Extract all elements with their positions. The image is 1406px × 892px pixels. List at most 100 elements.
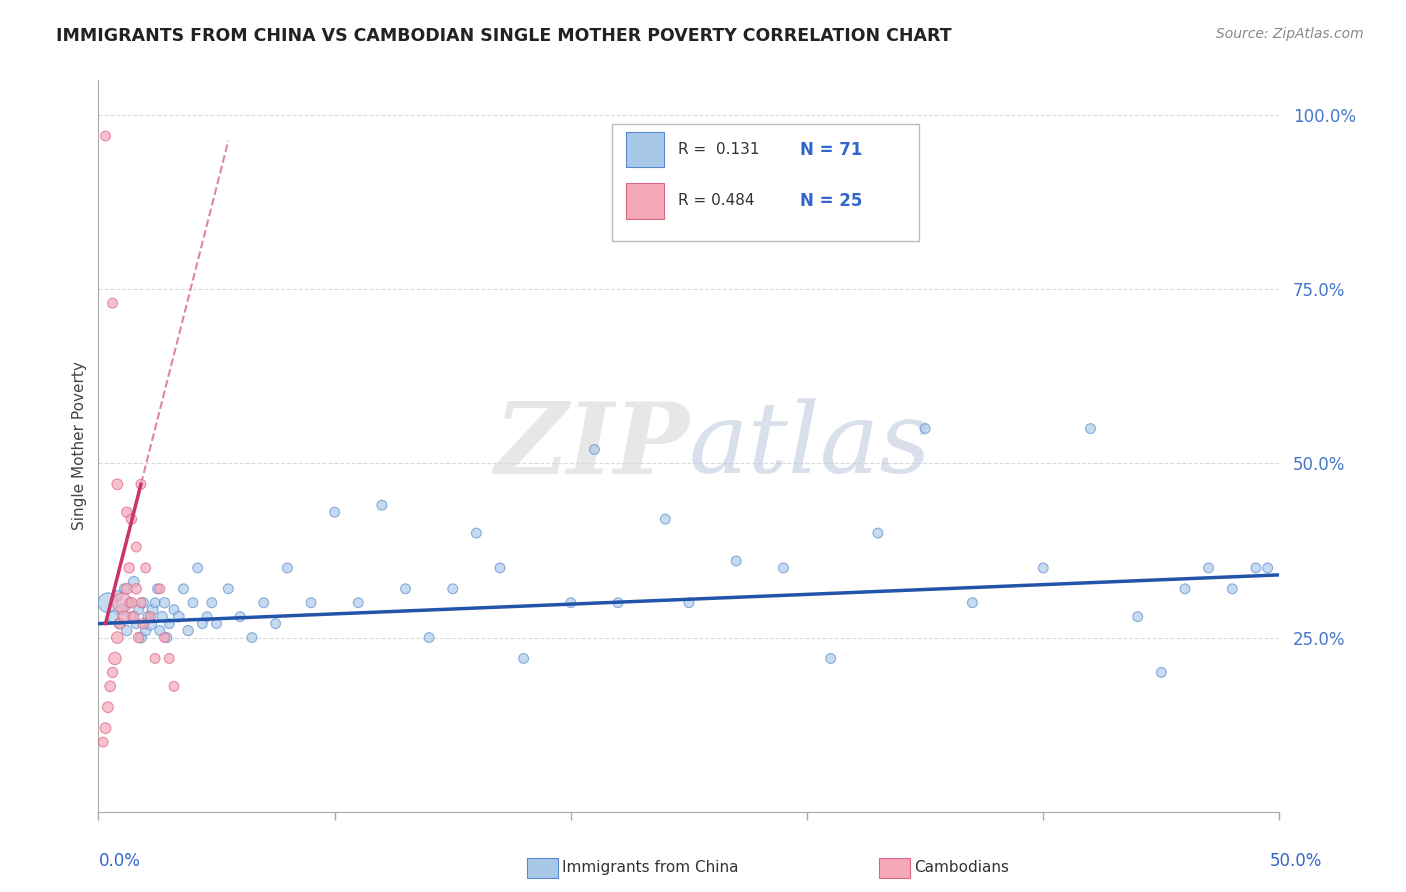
Point <box>125 616 148 631</box>
Point <box>441 582 464 596</box>
Point <box>101 665 124 680</box>
Point <box>489 561 512 575</box>
Point <box>129 477 152 491</box>
Point <box>115 582 138 596</box>
Point <box>129 596 152 610</box>
Text: Cambodians: Cambodians <box>914 861 1010 875</box>
Point <box>583 442 606 457</box>
Point <box>125 582 148 596</box>
Point <box>371 498 394 512</box>
Point <box>229 609 252 624</box>
Point <box>607 596 630 610</box>
Text: atlas: atlas <box>689 399 932 493</box>
Point <box>135 561 157 575</box>
Text: N = 25: N = 25 <box>800 192 862 210</box>
Point <box>121 596 143 610</box>
Point <box>1198 561 1220 575</box>
Point <box>560 596 582 610</box>
Point <box>163 679 186 693</box>
Text: 50.0%: 50.0% <box>1270 852 1322 870</box>
Point <box>163 603 186 617</box>
Point <box>512 651 534 665</box>
Text: N = 71: N = 71 <box>800 141 862 159</box>
Point <box>115 624 138 638</box>
Point <box>108 616 131 631</box>
Point <box>136 609 159 624</box>
Point <box>135 624 157 638</box>
Point <box>146 582 169 596</box>
Point <box>172 582 194 596</box>
Point <box>1257 561 1279 575</box>
Point <box>866 526 889 541</box>
Point <box>97 700 120 714</box>
Point <box>142 603 165 617</box>
Point <box>139 609 162 624</box>
Point <box>121 512 143 526</box>
Point <box>143 651 166 665</box>
Point <box>1244 561 1267 575</box>
Point <box>264 616 287 631</box>
Point <box>125 540 148 554</box>
Bar <box>626 132 664 168</box>
Point <box>240 631 263 645</box>
Point <box>253 596 276 610</box>
Point <box>1080 421 1102 435</box>
Bar <box>626 184 664 219</box>
FancyBboxPatch shape <box>612 124 920 241</box>
Point <box>143 596 166 610</box>
Point <box>97 596 120 610</box>
Point <box>725 554 748 568</box>
Text: 0.0%: 0.0% <box>98 852 141 870</box>
Point <box>962 596 984 610</box>
Y-axis label: Single Mother Poverty: Single Mother Poverty <box>72 361 87 531</box>
Point <box>149 624 172 638</box>
Point <box>153 596 176 610</box>
Point <box>122 574 145 589</box>
Point <box>122 609 145 624</box>
Point <box>1150 665 1173 680</box>
Point <box>101 296 124 310</box>
Point <box>678 596 700 610</box>
Point <box>101 609 124 624</box>
Point <box>323 505 346 519</box>
Point <box>108 616 131 631</box>
Point <box>121 609 143 624</box>
Point <box>465 526 488 541</box>
Point <box>914 421 936 435</box>
Point <box>167 609 190 624</box>
Point <box>94 721 117 735</box>
Point <box>347 596 370 610</box>
Point <box>276 561 298 575</box>
Point <box>94 128 117 143</box>
Point <box>128 603 150 617</box>
Point <box>772 561 794 575</box>
Point <box>1220 582 1243 596</box>
Point <box>654 512 676 526</box>
Text: R =  0.131: R = 0.131 <box>678 142 759 157</box>
Point <box>187 561 209 575</box>
Point <box>820 651 842 665</box>
Point <box>394 582 416 596</box>
Point <box>1126 609 1149 624</box>
Text: ZIP: ZIP <box>494 398 689 494</box>
Point <box>111 596 134 610</box>
Point <box>195 609 218 624</box>
Text: IMMIGRANTS FROM CHINA VS CAMBODIAN SINGLE MOTHER POVERTY CORRELATION CHART: IMMIGRANTS FROM CHINA VS CAMBODIAN SINGL… <box>56 27 952 45</box>
Point <box>149 582 172 596</box>
Point <box>129 631 152 645</box>
Point <box>191 616 214 631</box>
Point <box>181 596 204 610</box>
Point <box>132 616 155 631</box>
Point <box>177 624 200 638</box>
Point <box>118 596 141 610</box>
Point <box>132 596 155 610</box>
Point <box>156 631 179 645</box>
Point <box>150 609 173 624</box>
Point <box>105 477 128 491</box>
Point <box>105 631 128 645</box>
Point <box>1174 582 1197 596</box>
Point <box>1032 561 1054 575</box>
Point <box>139 616 162 631</box>
Point <box>157 616 180 631</box>
Point <box>418 631 440 645</box>
